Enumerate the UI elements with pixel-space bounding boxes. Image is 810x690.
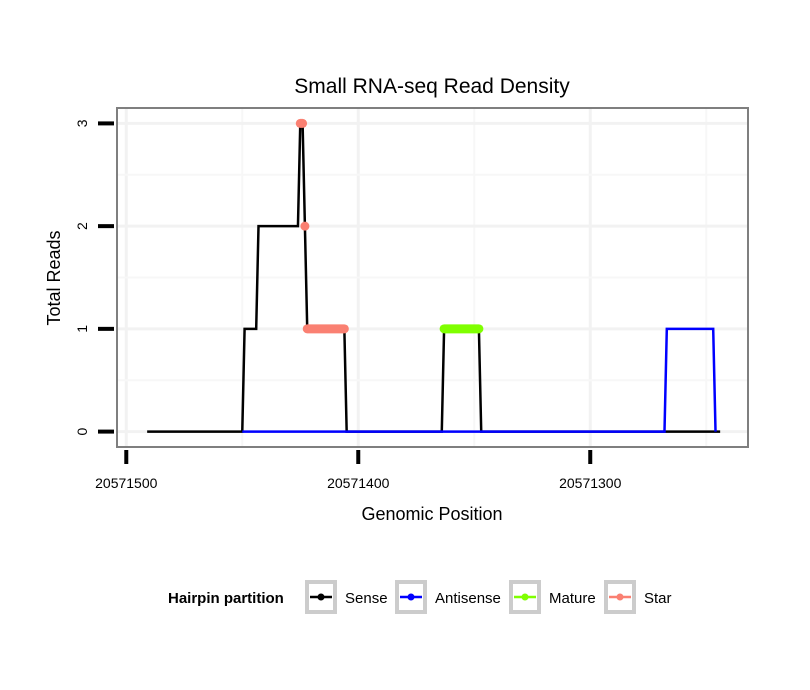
legend-key-point <box>616 593 624 601</box>
y-tick-label: 1 <box>74 325 90 333</box>
legend-label: Antisense <box>435 590 501 607</box>
x-tick-label: 20571500 <box>95 475 158 491</box>
legend-title: Hairpin partition <box>168 590 284 607</box>
x-axis-label: Genomic Position <box>361 504 502 524</box>
chart-title: Small RNA-seq Read Density <box>294 75 570 98</box>
legend-item-mature: Mature <box>509 580 596 614</box>
y-axis-label: Total Reads <box>44 230 64 325</box>
antisense-line <box>242 327 717 433</box>
x-tick-label: 20571400 <box>327 475 390 491</box>
data-marks <box>147 118 721 433</box>
legend-key-point <box>521 593 529 601</box>
legend-label: Star <box>644 590 672 607</box>
x-axis: 20571500 20571400 20571300 <box>95 450 622 491</box>
y-tick-label: 2 <box>74 222 90 230</box>
legend-label: Sense <box>345 590 388 607</box>
y-tick-label: 3 <box>74 119 90 127</box>
legend-item-sense: Sense <box>305 580 388 614</box>
legend-key-point <box>317 593 325 601</box>
legend: Hairpin partition Sense Antisense Mature St… <box>168 580 672 614</box>
panel-border <box>116 107 749 448</box>
legend-item-star: Star <box>604 580 672 614</box>
legend-key-point <box>407 593 415 601</box>
y-tick-label: 0 <box>74 427 90 435</box>
legend-label: Mature <box>549 590 596 607</box>
x-tick-label: 20571300 <box>559 475 622 491</box>
y-axis: 0 1 2 3 <box>74 119 114 435</box>
legend-item-antisense: Antisense <box>395 580 501 614</box>
grid <box>117 108 748 447</box>
